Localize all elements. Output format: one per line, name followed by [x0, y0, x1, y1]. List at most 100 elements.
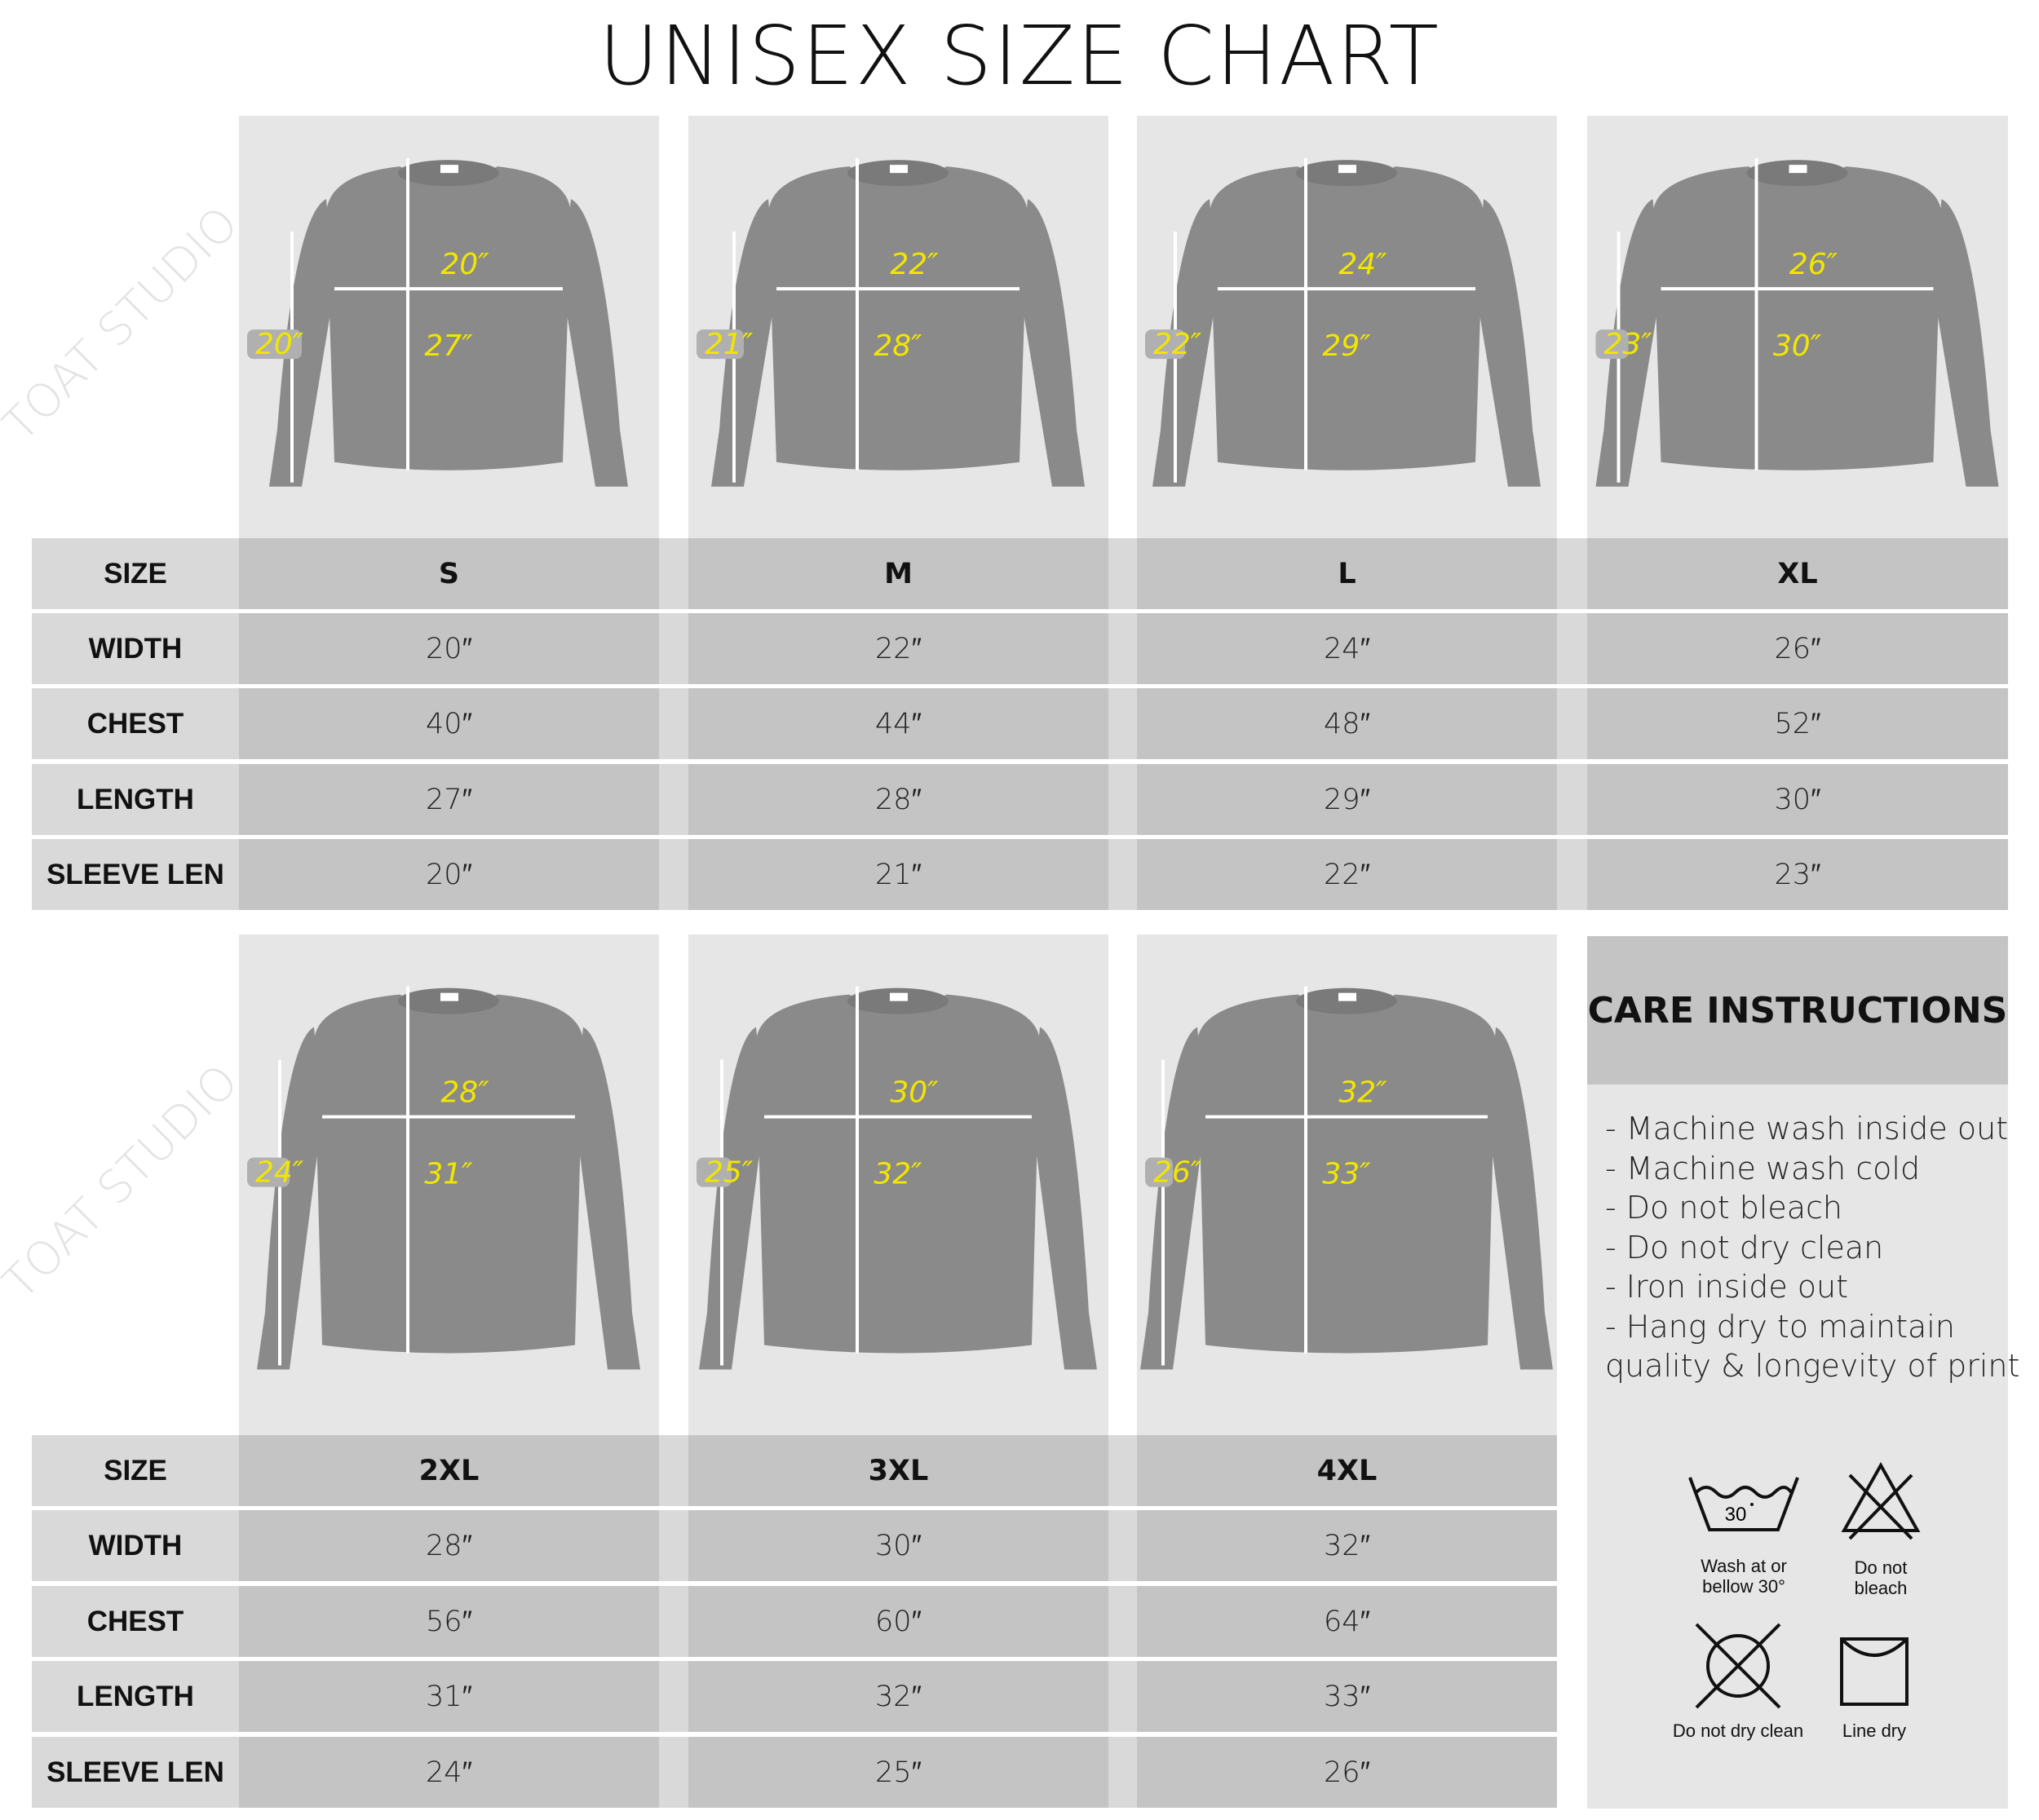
sleeve-label-bg: [697, 329, 744, 360]
table-cell: 30″: [688, 1510, 1108, 1581]
row-label: CHEST: [86, 707, 184, 740]
line-dry-label: Line dry: [1801, 1721, 1948, 1741]
length-measure: 31″: [424, 1158, 473, 1191]
table-cell: 52″: [1587, 688, 2008, 759]
table-cell: 20″: [239, 839, 659, 910]
width-measure: 24″: [1338, 248, 1387, 281]
table-cell: 23″: [1587, 839, 2008, 910]
table-cell: 44″: [688, 688, 1108, 759]
row-label: LENGTH: [77, 783, 194, 815]
sleeve-label-bg: [1595, 329, 1629, 360]
sleeve-measure: 22″: [1153, 328, 1202, 361]
table-cell: 4XL: [1137, 1435, 1557, 1506]
left-sleeve: [257, 1027, 322, 1370]
right-sleeve: [1488, 1027, 1553, 1370]
sleeve-label-bg: [1145, 1157, 1173, 1187]
tag: [890, 165, 908, 174]
tag: [1338, 992, 1356, 1001]
sweatshirt-body: [314, 994, 583, 1354]
width-measure: 26″: [1789, 248, 1838, 281]
care-item: - Hang dry to maintain: [1605, 1308, 1955, 1345]
length-measure: 30″: [1773, 329, 1822, 363]
row-label: LENGTH: [77, 1680, 194, 1712]
sweatshirt-panel-l: 24″ 29″ 22″: [1137, 116, 1557, 538]
right-sleeve: [563, 199, 628, 487]
table-cell: M: [688, 538, 1108, 609]
table-cell: 30″: [1587, 764, 2008, 835]
right-sleeve: [1020, 199, 1085, 487]
tag: [440, 165, 458, 174]
row-label: SLEEVE LEN: [46, 858, 224, 890]
sweatshirt-panel-m: 22″ 28″ 21″: [688, 116, 1108, 538]
sleeve-measure: 26″: [1153, 1156, 1202, 1190]
care-item: - Machine wash inside out: [1605, 1111, 2009, 1146]
row-label: WIDTH: [88, 1529, 183, 1562]
table-cell: 28″: [239, 1510, 659, 1581]
sleeve-measure: 23″: [1604, 328, 1653, 361]
sleeve-label-bg: [1145, 329, 1185, 360]
sweatshirt-panel-2xl: 28″ 31″ 24″: [239, 934, 659, 1435]
left-sleeve: [1140, 1027, 1205, 1370]
table-cell: XL: [1587, 538, 2008, 609]
care-item: - Do not dry clean: [1605, 1229, 1884, 1266]
tag: [890, 992, 908, 1001]
table-cell: 24″: [239, 1737, 659, 1808]
row-label: SLEEVE LEN: [46, 1756, 224, 1788]
table-row-chest: CHEST 40″ 44″ 48″ 52″: [32, 688, 2008, 759]
do-not-bleach-icon: [1841, 1462, 1921, 1540]
wash-30-icon: 30: [1688, 1477, 1799, 1531]
sleeve-measure: 24″: [255, 1156, 304, 1190]
sweatshirt-image: 24″ 29″ 22″: [1145, 158, 1541, 487]
table-row-chest: CHEST 56″ 60″ 64″: [32, 1586, 1557, 1657]
collar: [847, 987, 949, 1014]
width-measure: 30″: [890, 1076, 939, 1110]
care-list: - Machine wash inside out - Machine wash…: [1605, 1109, 2019, 1386]
right-sleeve: [1933, 199, 1999, 487]
length-measure: 33″: [1322, 1158, 1371, 1191]
sweatshirt-image: 32″ 33″ 26″: [1140, 986, 1553, 1370]
sleeve-measure: 25″: [705, 1156, 754, 1190]
sweatshirt-panel-3xl: 30″ 32″ 25″: [688, 934, 1108, 1435]
label-line: Do not dry clean: [1672, 1721, 1804, 1741]
sleeve-label-bg: [247, 1157, 290, 1187]
collar: [1296, 987, 1397, 1014]
table-cell: 48″: [1137, 688, 1557, 759]
sweatshirt-panel-xl: 26″ 30″ 23″: [1587, 116, 2008, 538]
table-row-sleeve: SLEEVE LEN 24″ 25″ 26″: [32, 1737, 1557, 1808]
table-row-width: WIDTH 20″ 22″ 24″ 26″: [32, 613, 2008, 684]
table-row-width: WIDTH 28″ 30″ 32″: [32, 1510, 1557, 1581]
care-item: - Machine wash cold: [1605, 1150, 1921, 1186]
length-measure: 32″: [874, 1158, 922, 1191]
sweatshirt-body: [756, 994, 1040, 1354]
table-cell: 22″: [688, 613, 1108, 684]
table-row-size: SIZE S M L XL: [32, 538, 2008, 609]
right-sleeve: [1032, 1027, 1097, 1370]
tag: [1789, 165, 1807, 174]
table-cell: 40″: [239, 688, 659, 759]
table-cell: 26″: [1137, 1737, 1557, 1808]
table-cell: 3XL: [688, 1435, 1108, 1506]
sweatshirt-body: [768, 166, 1028, 470]
label-line: Line dry: [1842, 1721, 1907, 1741]
do-not-dry-clean-icon: [1695, 1623, 1781, 1709]
table-cell: 32″: [1137, 1510, 1557, 1581]
table-cell: 31″: [239, 1661, 659, 1732]
sleeve-label-bg: [247, 329, 302, 360]
table-cell: S: [239, 538, 659, 609]
label-line: bellow 30°: [1702, 1576, 1785, 1597]
length-measure: 27″: [424, 329, 473, 363]
table-cell: 20″: [239, 613, 659, 684]
width-measure: 20″: [440, 248, 489, 281]
sweatshirt-panel-4xl: 32″ 33″ 26″: [1137, 934, 1557, 1435]
table-row-length: LENGTH 27″ 28″ 29″ 30″: [32, 764, 2008, 835]
tag: [440, 992, 458, 1001]
sleeve-label-bg: [697, 1157, 732, 1187]
sweatshirt-image: 26″ 30″ 23″: [1595, 158, 1999, 487]
table-cell: 25″: [688, 1737, 1108, 1808]
watermark: TOAT STUDIO: [0, 197, 249, 453]
label-line: Wash at or: [1701, 1556, 1787, 1576]
table-row-length: LENGTH 31″ 32″ 33″: [32, 1661, 1557, 1732]
bleach-label: Do not bleach: [1807, 1557, 1954, 1598]
sweatshirt-image: 28″ 31″ 24″: [247, 986, 640, 1370]
sweatshirt-body: [1197, 994, 1496, 1354]
